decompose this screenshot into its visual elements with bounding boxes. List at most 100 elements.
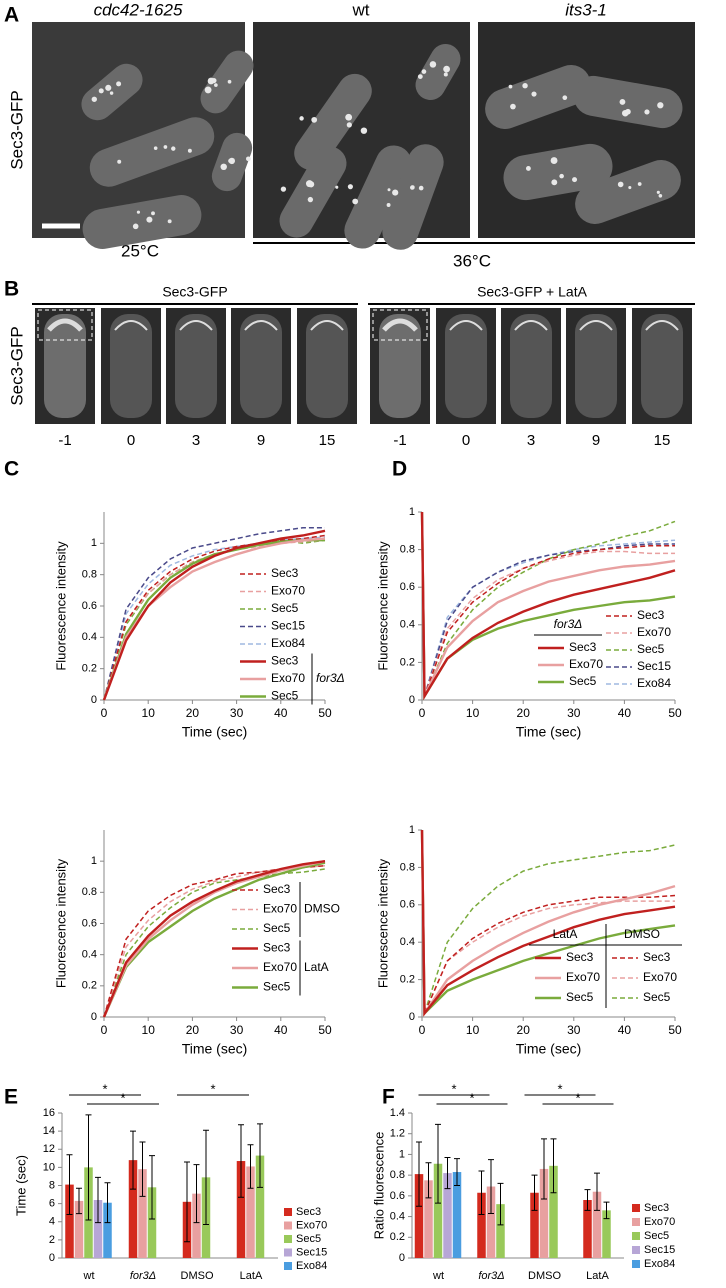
time-label: 9 — [592, 432, 600, 449]
spot — [204, 86, 212, 94]
legend-label: Sec5 — [569, 674, 597, 688]
y-tick-label: 0.2 — [390, 1231, 405, 1243]
x-tick-label: for3Δ — [478, 1270, 504, 1282]
cell — [575, 314, 617, 418]
spot — [227, 79, 232, 84]
y-tick-label: 0.6 — [400, 581, 415, 593]
error-bar — [531, 1174, 538, 1211]
cap-signal — [579, 320, 613, 331]
error-bar — [478, 1170, 485, 1215]
panel-label: D — [392, 458, 407, 481]
legend-label: Exo84 — [644, 1258, 675, 1270]
legend-swatch — [632, 1260, 640, 1268]
spot — [151, 211, 155, 216]
spot — [220, 163, 227, 171]
spot — [508, 84, 513, 89]
bar — [583, 1200, 592, 1258]
cell — [510, 314, 552, 418]
spot — [421, 69, 427, 74]
significance-label: * — [557, 1081, 562, 1096]
condition-label: Sec3-GFP — [162, 284, 227, 300]
legend-group-label: for3Δ — [316, 671, 345, 685]
significance-label: * — [451, 1081, 456, 1096]
y-tick-label: 12 — [43, 1143, 55, 1155]
line-series — [102, 529, 326, 701]
spot — [109, 91, 114, 95]
error-bar — [550, 1138, 557, 1194]
spot — [531, 91, 537, 97]
spot — [617, 181, 624, 188]
spot — [346, 122, 352, 128]
cell — [240, 314, 282, 418]
spot — [410, 185, 415, 190]
spot — [352, 198, 359, 205]
bar — [138, 1169, 147, 1258]
x-tick-label: 0 — [419, 706, 426, 720]
legend-swatch — [284, 1248, 292, 1257]
line-series — [102, 860, 326, 1018]
y-tick-label: 0.6 — [82, 917, 97, 929]
x-tick-label: 20 — [186, 706, 200, 720]
spot — [136, 210, 141, 214]
spot — [163, 145, 168, 149]
error-bar — [193, 1164, 200, 1224]
bar — [530, 1192, 539, 1258]
cell — [445, 314, 487, 418]
spot — [644, 109, 650, 115]
x-tick-label: 30 — [567, 1023, 581, 1037]
spot — [299, 116, 304, 121]
temperature-label: 25°C — [121, 241, 159, 260]
bar — [192, 1193, 201, 1258]
error-bar — [149, 1155, 155, 1220]
legend-label: Sec5 — [566, 990, 594, 1004]
legend-swatch — [284, 1262, 292, 1270]
legend-swatch — [284, 1235, 292, 1243]
error-bar — [130, 1130, 136, 1190]
spot — [417, 74, 423, 80]
error-bar — [435, 1123, 441, 1204]
spot — [656, 190, 660, 194]
y-tick-label: 1 — [409, 824, 415, 836]
bar — [424, 1180, 433, 1258]
strain-label: cdc42-1625 — [94, 0, 183, 19]
x-tick-label: LatA — [240, 1270, 263, 1282]
y-tick-label: 0.6 — [390, 1190, 405, 1202]
error-bar — [444, 1157, 451, 1190]
spot — [628, 186, 632, 190]
time-label: 3 — [192, 432, 200, 449]
y-tick-label: 0 — [91, 694, 97, 706]
spot — [525, 166, 531, 171]
cell — [641, 314, 683, 418]
legend-label: Exo70 — [271, 671, 305, 685]
spot — [105, 84, 112, 91]
legend-swatch — [632, 1204, 640, 1212]
cell — [382, 144, 444, 250]
spot — [551, 179, 558, 186]
legend-label: Sec15 — [271, 619, 305, 633]
line-series — [103, 868, 326, 1018]
y-tick-label: 0.8 — [400, 861, 415, 873]
bar — [65, 1184, 74, 1258]
y-axis-label: Fluorescence intensity — [53, 858, 68, 988]
y-tick-label: 0.8 — [82, 886, 97, 898]
cap-signal — [382, 318, 418, 332]
line-series — [421, 511, 675, 697]
legend-label: Exo84 — [637, 676, 671, 690]
error-bar — [416, 1141, 422, 1207]
spot — [116, 81, 122, 87]
legend-label: Sec3 — [637, 608, 665, 622]
y-tick-label: 1.2 — [390, 1128, 405, 1140]
bar — [602, 1210, 611, 1258]
error-bar — [203, 1129, 209, 1225]
bar — [246, 1166, 255, 1258]
y-tick-label: 2 — [49, 1234, 55, 1246]
x-tick-label: 0 — [101, 706, 108, 720]
error-bar — [425, 1162, 432, 1199]
spot — [386, 203, 391, 207]
cell — [485, 65, 591, 129]
error-bar — [66, 1154, 73, 1215]
legend-label: Sec5 — [271, 689, 299, 703]
panel-label: C — [4, 458, 19, 481]
time-label: 0 — [127, 432, 135, 449]
